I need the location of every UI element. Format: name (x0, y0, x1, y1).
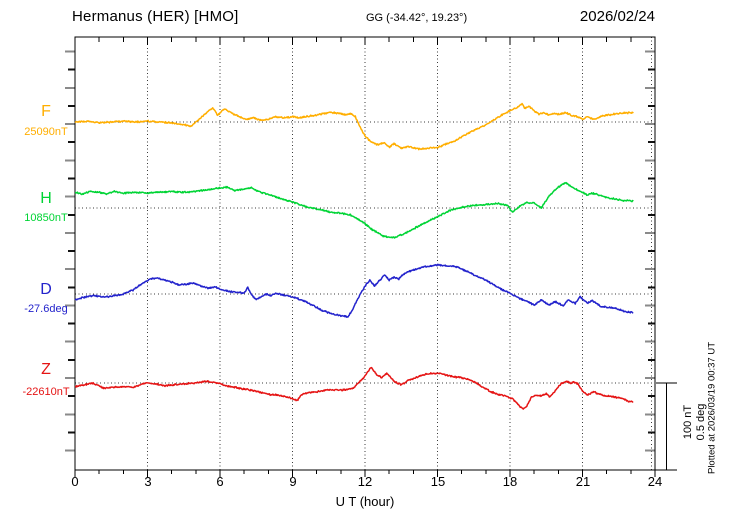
x-tick-21: 21 (575, 474, 591, 489)
plotted-at-timestamp: Plotted at 2026/03/19 00:37 UT (706, 341, 718, 475)
geographic-coordinates: GG (-34.42°, 19.23°) (366, 12, 468, 24)
x-tick-24: 24 (647, 474, 663, 489)
trace-letter-H: H (40, 190, 52, 207)
trace-baseline-D: -27.6deg (24, 303, 68, 315)
trace-baseline-F: 25090nT (24, 126, 68, 138)
trace-letter-F: F (41, 103, 51, 120)
x-tick-9: 9 (289, 474, 297, 489)
scale-bar-nT: 100 nT (682, 404, 694, 440)
x-tick-18: 18 (502, 474, 518, 489)
x-tick-6: 6 (216, 474, 224, 489)
x-tick-0: 0 (71, 474, 79, 489)
x-tick-3: 3 (144, 474, 152, 489)
trace-letter-D: D (40, 281, 52, 298)
plot-frame (74, 36, 656, 471)
trace-baseline-H: 10850nT (24, 212, 68, 224)
x-tick-12: 12 (357, 474, 373, 489)
x-axis-label: U T (hour) (335, 494, 395, 509)
x-tick-15: 15 (430, 474, 446, 489)
trace-H (74, 181, 634, 239)
trace-baseline-Z: -22610nT (22, 386, 70, 398)
trace-F (74, 102, 634, 151)
station-title: Hermanus (HER) [HMO] (72, 8, 239, 25)
trace-Z (74, 366, 634, 410)
scale-bar-label: 100 nT 0.5 deg (682, 404, 708, 441)
plot-date: 2026/02/24 (579, 8, 655, 25)
trace-D (74, 263, 634, 319)
trace-letter-Z: Z (41, 361, 51, 378)
